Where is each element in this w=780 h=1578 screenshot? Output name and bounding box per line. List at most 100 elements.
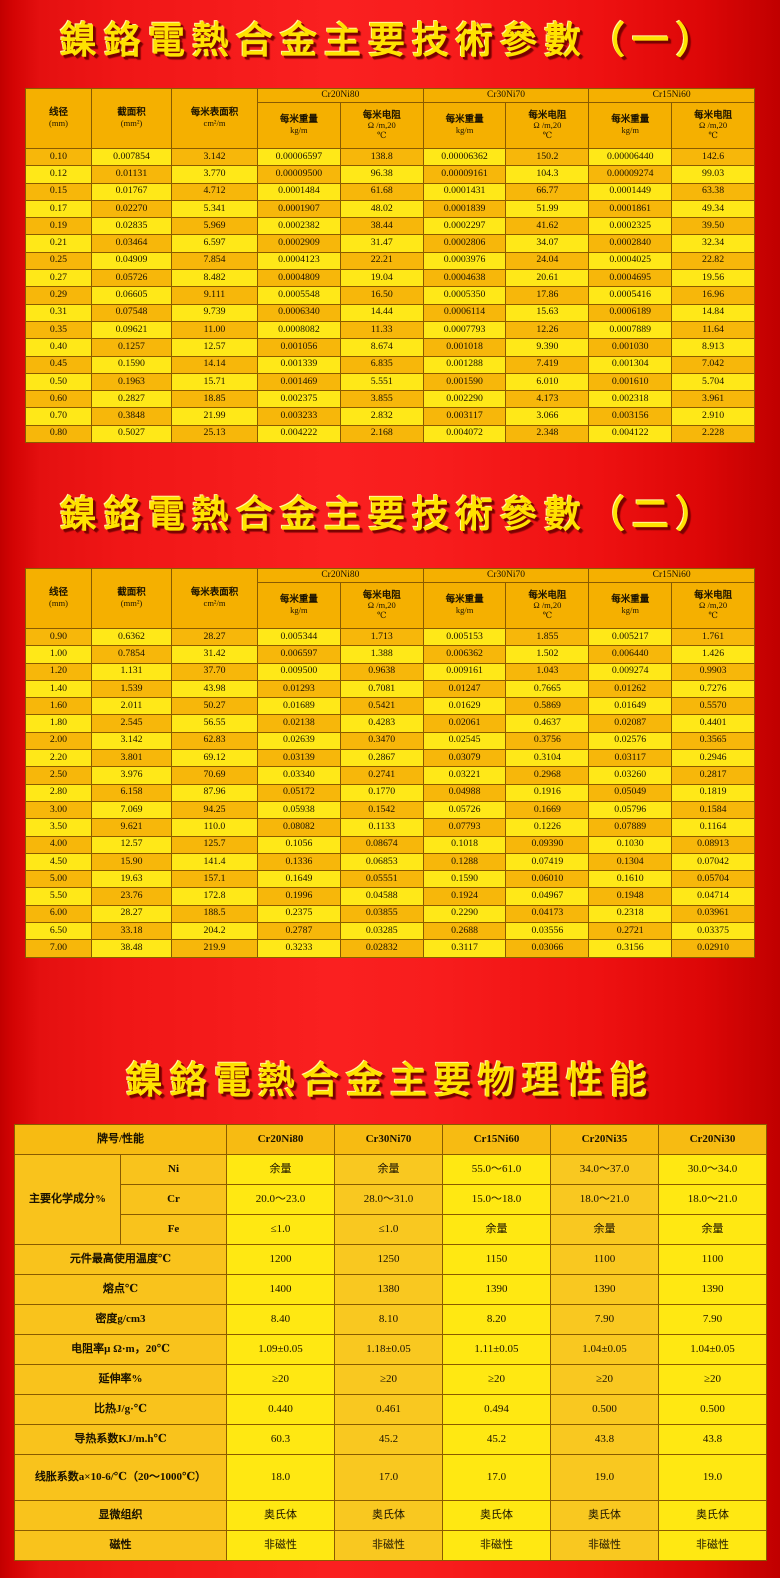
header-row-groups: 线径 (mm) 截面积 (mm²) 每米表面积 cm²/m Cr20Ni80 Cr30Ni70… <box>25 88 755 149</box>
table-cell: 0.2968 <box>505 766 590 785</box>
table-cell: 0.1669 <box>505 800 590 820</box>
table-cell: 奥氏体 <box>442 1500 551 1531</box>
table-row: 0.27 0.05726 8.482 0.0004809 19.04 0.0004638 2… <box>25 269 755 288</box>
table-cell: 0.1288 <box>422 852 507 872</box>
header-group-cr15ni60: Cr15Ni60 <box>588 568 755 583</box>
table-row: 1.60 2.011 50.27 0.01689 0.5421 0.01629 0.5869… <box>25 697 755 716</box>
table-cell: 2.168 <box>339 424 424 444</box>
table-cell: 22.82 <box>671 251 755 271</box>
table-three-body: 主要化学成分% Ni 余量 余量 55.0～61.0 34.0～37.0 30.0～34.0… <box>14 1154 767 1561</box>
table-cell: 0.2375 <box>257 904 341 924</box>
row-label-chemical-composition: 主要化学成分% <box>14 1154 121 1245</box>
table-cell: 0.21 <box>25 234 92 253</box>
table-cell: 6.158 <box>91 783 172 802</box>
table-cell: 38.44 <box>339 217 424 236</box>
table-cell: 0.06010 <box>505 870 590 889</box>
table-cell: 188.5 <box>171 904 258 924</box>
table-cell: 0.1584 <box>671 800 755 820</box>
table-row: 比热J/g·℃ 0.440 0.461 0.494 0.500 0.500 <box>14 1394 767 1425</box>
header-weight-cr30ni70: 每米重量 kg/m <box>422 102 507 149</box>
table-row: 0.15 0.01767 4.712 0.0001484 61.68 0.0001431 6… <box>25 182 755 201</box>
table-cell: 0.003233 <box>257 407 341 426</box>
table-row: 6.00 28.27 188.5 0.2375 0.03855 0.2290 0.04173… <box>25 904 755 924</box>
table-row: 0.10 0.007854 3.142 0.00006597 138.8 0.000063… <box>25 147 755 167</box>
table-row: 熔点℃ 1400 1380 1390 1390 1390 <box>14 1274 767 1305</box>
table-cell: 0.04714 <box>671 887 755 906</box>
table-cell: 余量 <box>550 1214 659 1245</box>
table-cell: 0.004222 <box>257 424 341 444</box>
table-cell: 0.0004638 <box>422 269 507 288</box>
table-cell: 1.761 <box>671 627 755 647</box>
table-cell: 2.011 <box>91 697 172 716</box>
table-row: 电阻率μ Ω·m，20℃ 1.09±0.05 1.18±0.05 1.11±0.05 1… <box>14 1334 767 1365</box>
table-cell: 0.461 <box>334 1394 443 1425</box>
table-cell: 12.57 <box>91 835 172 854</box>
table-cell: 0.01649 <box>588 697 673 716</box>
table-cell: 14.44 <box>339 303 424 322</box>
table-row: 5.00 19.63 157.1 0.1649 0.05551 0.1590 0.06010… <box>25 870 755 889</box>
table-row: 0.17 0.02270 5.341 0.0001907 48.02 0.0001839 5… <box>25 199 755 219</box>
table-cell: ≥20 <box>658 1364 767 1395</box>
table-cell: 41.62 <box>505 217 590 236</box>
table-cell: 0.27 <box>25 269 92 288</box>
table-cell: 0.0001484 <box>257 182 341 201</box>
table-cell: 0.1590 <box>422 870 507 889</box>
table-cell: 0.04909 <box>91 251 172 271</box>
table-cell: 0.05551 <box>339 870 424 889</box>
header-weight-cr15ni60: 每米重量 kg/m <box>588 582 673 629</box>
row-label: 元件最高使用温度℃ <box>14 1244 227 1275</box>
table-row: 元件最高使用温度℃ 1200 1250 1150 1100 1100 <box>14 1244 767 1275</box>
table-cell: 0.002290 <box>422 390 507 409</box>
table-cell: 0.0002297 <box>422 217 507 236</box>
table-cell: 1.713 <box>339 627 424 647</box>
table-row: 线胀系数a×10-6/℃（20～1000℃） 18.0 17.0 17.0 19.0 19… <box>14 1454 767 1501</box>
header-weight-cr15ni60: 每米重量 kg/m <box>588 102 673 149</box>
table-cell: 2.348 <box>505 424 590 444</box>
header-area: 截面积 (mm²) <box>91 568 172 629</box>
table-cell: 5.50 <box>25 887 92 906</box>
table-cell: 0.5869 <box>505 697 590 716</box>
table-cell: 0.1304 <box>588 852 673 872</box>
table-cell: 17.86 <box>505 286 590 305</box>
table-cell: 奥氏体 <box>334 1500 443 1531</box>
table-cell: 1390 <box>550 1274 659 1305</box>
table-cell: 142.6 <box>671 147 755 167</box>
table-cell: 219.9 <box>171 939 258 958</box>
physical-properties-table: 牌号/性能 Cr20Ni80 Cr30Ni70 Cr15Ni60 Cr20Ni35 Cr2… <box>14 1124 767 1561</box>
table-cell: 1.40 <box>25 679 92 699</box>
table-cell: 39.50 <box>671 217 755 236</box>
table-cell: 1.80 <box>25 714 92 733</box>
table-row: 1.40 1.539 43.98 0.01293 0.7081 0.01247 0.7665… <box>25 679 755 699</box>
table-cell: 6.50 <box>25 922 92 941</box>
table-row: 0.21 0.03464 6.597 0.0002909 31.47 0.0002806 3… <box>25 234 755 253</box>
table-cell: 0.1226 <box>505 818 590 837</box>
table-cell: 0.0001907 <box>257 199 341 219</box>
table-cell: 0.001056 <box>257 338 341 357</box>
row-label: 电阻率μ Ω·m，20℃ <box>14 1334 227 1365</box>
row-sublabel-cr: Cr <box>120 1184 227 1215</box>
table-cell: 43.98 <box>171 679 258 699</box>
row-label: 密度g/cm3 <box>14 1304 227 1335</box>
table-cell: 0.07042 <box>671 852 755 872</box>
table-row: 4.50 15.90 141.4 0.1336 0.06853 0.1288 0.07419… <box>25 852 755 872</box>
table-cell: 0.15 <box>25 182 92 201</box>
table-cell: 0.01767 <box>91 182 172 201</box>
table-cell: 0.1133 <box>339 818 424 837</box>
row-sublabel-fe: Fe <box>120 1214 227 1245</box>
table-row: 1.80 2.545 56.55 0.02138 0.4283 0.02061 0.4637… <box>25 714 755 733</box>
table-cell: 0.0007889 <box>588 320 673 340</box>
table-cell: 1.09±0.05 <box>226 1334 335 1365</box>
table-cell: 0.1819 <box>671 783 755 802</box>
table-cell: 11.64 <box>671 320 755 340</box>
table-row: Cr 20.0～23.0 28.0～31.0 15.0～18.0 18.0～21.0 18… <box>15 1184 767 1215</box>
table-cell: 0.0001861 <box>588 199 673 219</box>
table-cell: 11.33 <box>339 320 424 340</box>
table-one-header: 线径 (mm) 截面积 (mm²) 每米表面积 cm²/m Cr20Ni80 Cr30Ni70… <box>25 88 755 149</box>
table-cell: 0.1164 <box>671 818 755 837</box>
table-cell: 0.7665 <box>505 679 590 699</box>
table-cell: 0.1963 <box>91 372 172 392</box>
table-cell: 0.08674 <box>339 835 424 854</box>
table-cell: 0.07419 <box>505 852 590 872</box>
table-cell: 0.02061 <box>422 714 507 733</box>
table-cell: 0.005344 <box>257 627 341 647</box>
